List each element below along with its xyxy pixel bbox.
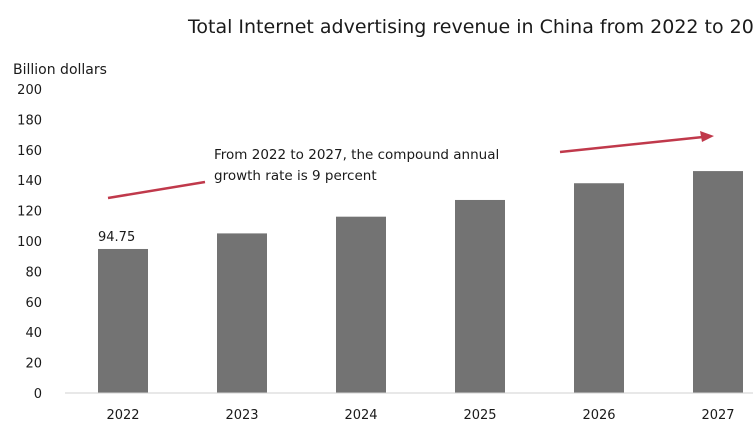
x-tick-label: 2023 (225, 408, 258, 421)
trend-arrow-right (559, 135, 704, 154)
y-tick-label: 80 (25, 265, 42, 280)
y-tick-label: 100 (17, 235, 42, 250)
data-labels: 94.75 (98, 230, 135, 245)
bar-2022 (98, 248, 148, 393)
x-tick-label: 2024 (344, 408, 377, 421)
y-tick-label: 60 (25, 296, 42, 311)
cagr-annotation: From 2022 to 2027, the compound annual g… (107, 131, 714, 200)
bar-2024 (336, 216, 386, 393)
y-tick-label: 0 (34, 387, 42, 402)
data-label-2022: 94.75 (98, 230, 135, 245)
y-tick-label: 120 (17, 205, 42, 220)
y-tick-label: 180 (17, 113, 42, 128)
bars (98, 171, 743, 393)
trend-arrowhead (700, 131, 714, 142)
y-tick-label: 40 (25, 326, 42, 341)
y-axis-label: Billion dollars (13, 62, 107, 78)
y-tick-label: 200 (17, 83, 42, 98)
x-axis-ticks: 2022 2023 2024 2025 2026 2027 (106, 408, 734, 421)
trend-arrow-left (107, 180, 206, 200)
y-tick-label: 160 (17, 144, 42, 159)
bar-2027 (693, 171, 743, 393)
x-tick-label: 2026 (582, 408, 615, 421)
y-tick-label: 140 (17, 174, 42, 189)
bar-2023 (217, 233, 267, 393)
y-tick-label: 20 (25, 357, 42, 372)
annotation-line-2: growth rate is 9 percent (214, 168, 377, 184)
x-tick-label: 2025 (463, 408, 496, 421)
annotation-box (205, 137, 555, 189)
annotation-line-1: From 2022 to 2027, the compound annual (214, 147, 499, 163)
x-tick-label: 2027 (701, 408, 734, 421)
bar-2025 (455, 199, 505, 393)
bar-2026 (574, 183, 624, 393)
chart-title: Total Internet advertising revenue in Ch… (187, 16, 753, 38)
y-axis-ticks: 0 20 40 60 80 100 120 140 160 180 200 (17, 83, 42, 402)
x-tick-label: 2022 (106, 408, 139, 421)
